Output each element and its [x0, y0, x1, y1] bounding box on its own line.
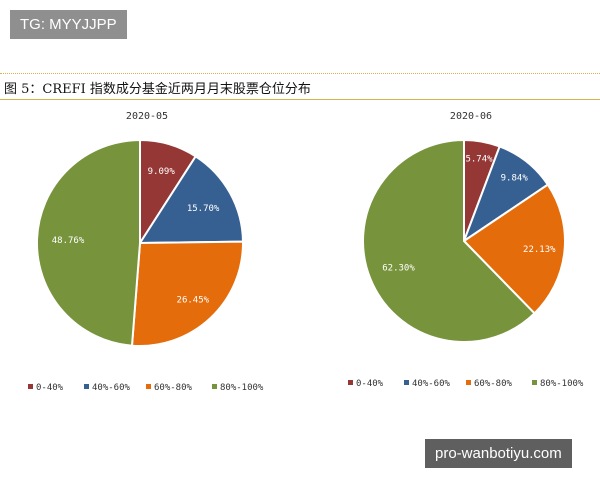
slice-label: 22.13% [523, 245, 556, 255]
slice-label: 9.84% [501, 174, 529, 184]
legend-label: 60%-80% [154, 383, 193, 393]
slice-label: 48.76% [52, 236, 85, 246]
slice-label: 5.74% [465, 155, 493, 165]
slice-label: 26.45% [177, 295, 210, 305]
slice-label: 9.09% [148, 167, 176, 177]
legend-label: 40%-60% [92, 383, 131, 393]
legend-swatch [146, 384, 151, 389]
chart-title: 2020-06 [450, 111, 492, 122]
legend-swatch [466, 380, 471, 385]
legend-label: 0-40% [36, 383, 64, 393]
caption-rule-top [0, 73, 600, 74]
legend-swatch [84, 384, 89, 389]
pie-slice-80%-100% [362, 138, 536, 343]
legend-swatch [28, 384, 33, 389]
legend-label: 0-40% [356, 379, 384, 389]
watermark: pro-wanbotiyu.com [425, 439, 572, 468]
legend-swatch [404, 380, 409, 385]
legend-label: 60%-80% [474, 379, 513, 389]
slice-label: 62.30% [382, 264, 415, 274]
pie-slice-60%-80% [462, 183, 566, 315]
legend-label: 80%-100% [220, 383, 264, 393]
figure-caption: 图 5：CREFI 指数成分基金近两月月末股票仓位分布 [4, 82, 311, 97]
pie-chart-2020-06: 2020-06 5.74% 9.84% 22.13% 62.30% 0-40% 40%-60… [348, 111, 584, 389]
caption-rule-bottom [0, 99, 600, 100]
legend-swatch [212, 384, 217, 389]
legend-label: 40%-60% [412, 379, 451, 389]
legend-swatch [348, 380, 353, 385]
pie-slice-60%-80% [130, 240, 244, 348]
pie-chart-2020-05: 2020-05 9.09% 15.70% 26.45% 48.76% 0-40% 40%-6… [28, 111, 264, 393]
slice-label: 15.70% [187, 204, 220, 214]
tg-badge: TG: MYYJJPP [10, 10, 127, 39]
chart-title: 2020-05 [126, 111, 168, 122]
pie-slice-80%-100% [36, 138, 141, 347]
legend-swatch [532, 380, 537, 385]
legend-label: 80%-100% [540, 379, 584, 389]
pie-charts: 2020-05 9.09% 15.70% 26.45% 48.76% 0-40% 40%-6… [28, 111, 584, 393]
pie-slice-40%-60% [138, 154, 245, 245]
